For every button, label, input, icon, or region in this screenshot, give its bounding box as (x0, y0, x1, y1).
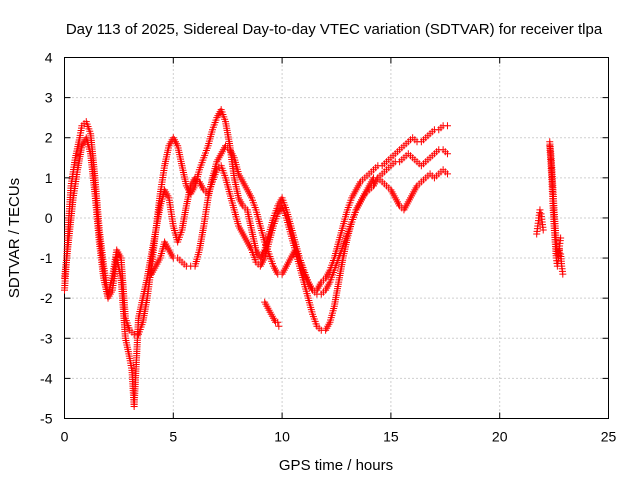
x-tick-label: 10 (274, 429, 290, 445)
y-tick-label: 4 (45, 50, 53, 66)
grid-layer (64, 57, 609, 419)
y-tick-label: 3 (45, 90, 53, 106)
x-tick-label: 25 (601, 429, 617, 445)
y-tick-label: -1 (40, 250, 53, 266)
data-point-track-d (274, 318, 282, 326)
data-point-track-g (557, 234, 565, 242)
x-axis-title: GPS time / hours (279, 457, 393, 474)
y-tick-label: -5 (40, 411, 53, 427)
chart-title: Day 113 of 2025, Sidereal Day-to-day VTE… (66, 21, 603, 38)
y-tick-label: 1 (45, 170, 53, 186)
data-point-track-f (559, 270, 567, 278)
data-point-track-a (443, 122, 451, 130)
x-tick-label: 5 (169, 429, 177, 445)
data-point-track-c (443, 150, 451, 158)
x-tick-label: 15 (383, 429, 399, 445)
marks-layer (61, 106, 567, 410)
data-point-track-b (443, 170, 451, 178)
y-axis-title: SDTVAR / TECUs (6, 178, 23, 298)
y-tick-label: -3 (40, 330, 53, 346)
data-point-track-d (275, 322, 283, 330)
x-tick-label: 20 (492, 429, 508, 445)
y-tick-label: -4 (40, 370, 53, 386)
y-tick-label: 0 (45, 210, 53, 226)
x-tick-label: 0 (61, 429, 69, 445)
data-point-track-e (539, 226, 547, 234)
y-tick-label: -2 (40, 290, 53, 306)
data-point-track-e (536, 206, 544, 214)
plot-frame (64, 57, 609, 419)
y-tick-label: 2 (45, 130, 53, 146)
